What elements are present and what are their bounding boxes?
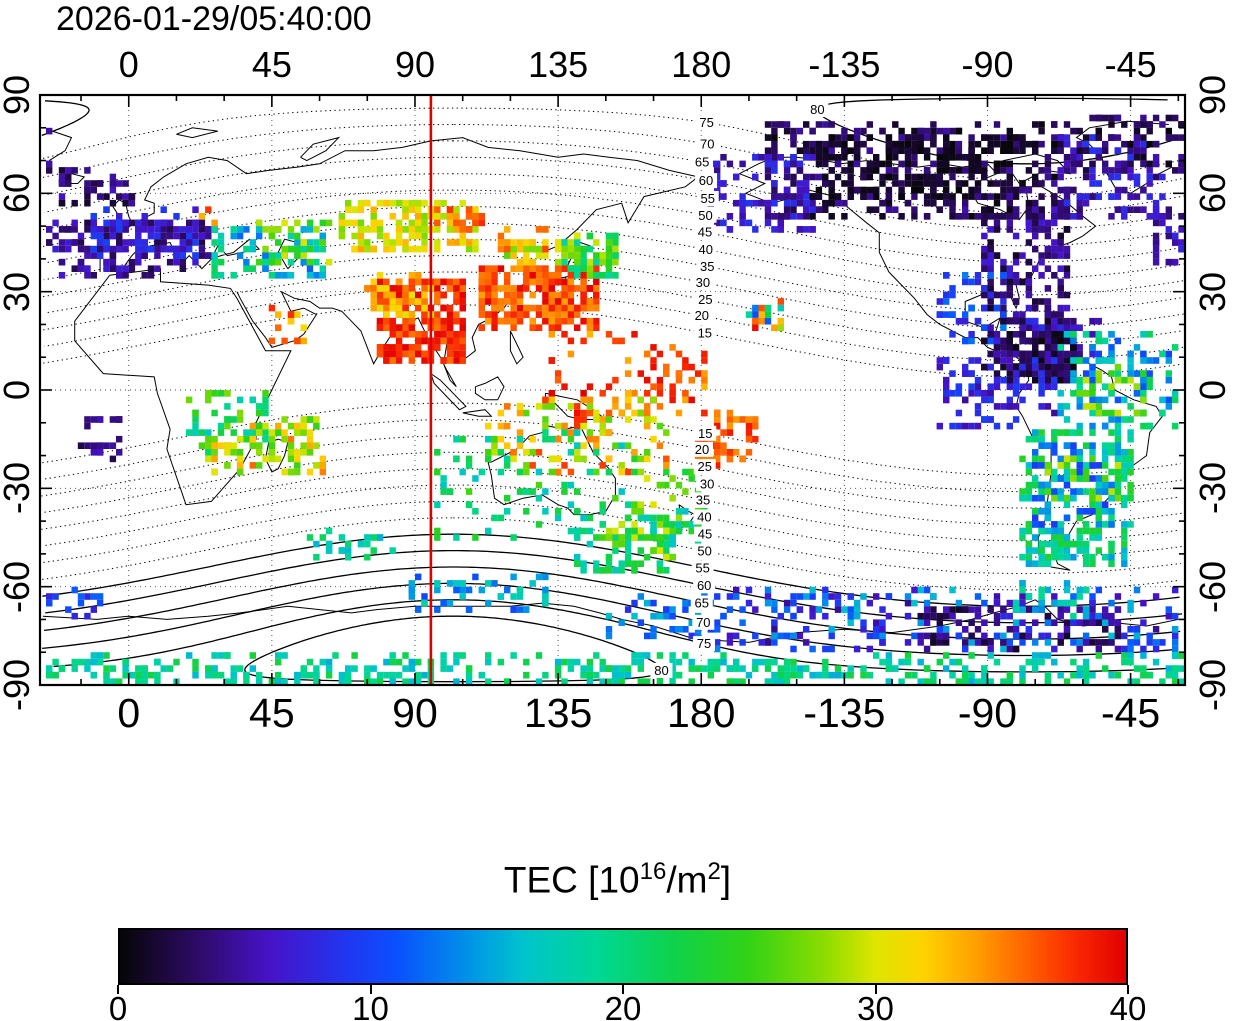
x-axis-tick-label-top: 90 <box>394 44 436 85</box>
x-axis-tick-label-top: -135 <box>808 44 881 85</box>
colorbar-tick-mark <box>117 985 119 994</box>
contour-label: 30 <box>700 476 714 491</box>
colorbar-tick-label: 20 <box>604 990 642 1021</box>
contour-label: 80 <box>654 663 668 678</box>
x-axis-tick-label-top: 180 <box>671 44 732 85</box>
x-axis-tick-label-bottom: 45 <box>249 690 295 736</box>
contour-label: 15 <box>698 326 712 341</box>
contour-label: 55 <box>700 191 714 206</box>
x-axis-tick-label-bottom: -90 <box>957 690 1018 736</box>
colorbar-tick-mark <box>874 985 877 994</box>
contour-label: 45 <box>698 527 712 542</box>
x-axis-tick-label-bottom: -45 <box>1100 690 1161 736</box>
tec-data-layer <box>46 114 1185 685</box>
colorbar-tick-mark <box>369 985 372 994</box>
colorbar-title-exponent: 16 <box>639 858 667 885</box>
x-axis-tick-label-top: 0 <box>118 44 139 85</box>
colorbar-tick-mark <box>622 985 624 994</box>
colorbar-title-text: TEC [10 <box>503 859 640 901</box>
x-axis-tick-label-bottom: 0 <box>117 690 141 736</box>
x-axis-tick-label-bottom: 90 <box>392 690 438 736</box>
contour-label: 45 <box>698 225 712 240</box>
colorbar-gradient <box>118 928 1128 985</box>
colorbar-title-exponent2: 2 <box>707 858 721 885</box>
x-axis-tick-label-bottom: -135 <box>803 690 886 736</box>
contour-label: 70 <box>700 137 714 152</box>
colorbar-tick-label: 40 <box>1109 990 1147 1021</box>
x-axis-tick-label-top: 45 <box>251 44 292 85</box>
contour-label: 20 <box>695 308 709 323</box>
timestamp-title: 2026-01-29/05:40:00 <box>56 0 372 38</box>
contour-label: 20 <box>695 442 709 457</box>
contour-label: 35 <box>696 492 710 507</box>
contour-label: 25 <box>697 459 711 474</box>
contour-label: 30 <box>696 275 710 290</box>
contour-label: 40 <box>697 510 711 525</box>
colorbar-tick-label: 10 <box>352 990 389 1021</box>
x-axis-tick-label-top: -45 <box>1104 44 1157 85</box>
colorbar-title-close: ] <box>720 859 732 901</box>
contour-label: 80 <box>810 102 824 117</box>
colorbar-title-unit: /m <box>666 859 708 901</box>
plot-frame <box>38 93 1187 687</box>
colorbar-title: TEC [1016/m2] <box>0 858 1235 901</box>
contour-label-layer: 1515202025253030353540404545505055556060… <box>650 102 829 678</box>
x-axis-tick-label-bottom: 180 <box>667 690 736 736</box>
colorbar-tick-label: 30 <box>857 990 894 1021</box>
contour-label: 25 <box>698 292 712 307</box>
contour-label: 70 <box>696 615 710 630</box>
contour-label: 60 <box>699 173 713 188</box>
x-axis-tick-label-top: -90 <box>961 44 1014 85</box>
contour-label: 50 <box>697 544 711 559</box>
contour-label: 60 <box>697 578 711 593</box>
contour-label: 35 <box>700 259 714 274</box>
contour-label: 65 <box>695 154 709 169</box>
x-axis-tick-label-top: 135 <box>528 44 589 85</box>
contour-label: 55 <box>695 560 709 575</box>
contour-label: 15 <box>698 426 712 441</box>
contour-label: 50 <box>698 208 712 223</box>
colorbar-tick-label: 0 <box>108 990 128 1021</box>
contour-label: 75 <box>697 636 711 651</box>
contour-label: 65 <box>695 596 709 611</box>
contour-label: 75 <box>699 115 713 130</box>
colorbar-tick-mark <box>1127 985 1129 994</box>
contour-label: 40 <box>698 242 712 257</box>
x-axis-tick-label-bottom: 135 <box>523 690 593 736</box>
